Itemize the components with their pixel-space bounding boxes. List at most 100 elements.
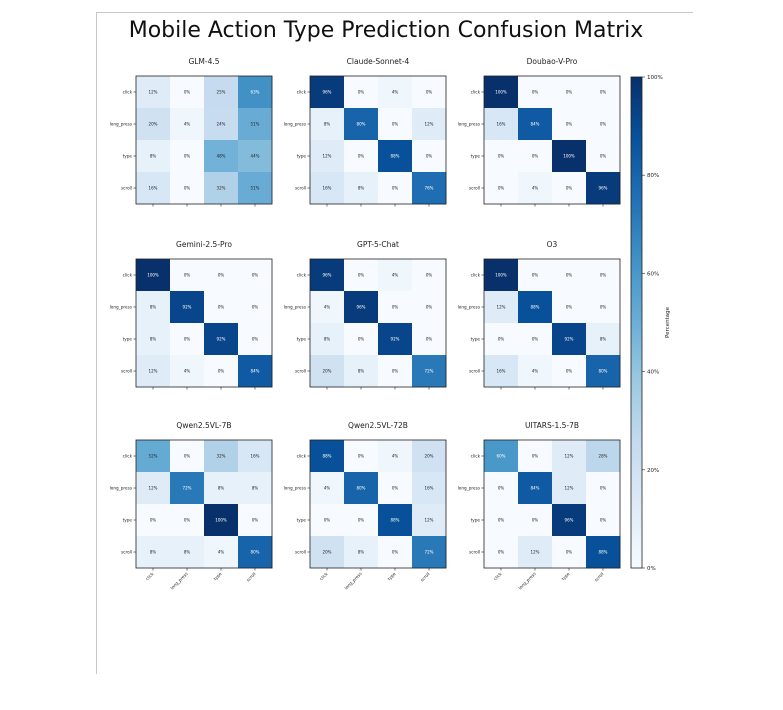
- heatmap-cell: [136, 259, 171, 292]
- cell-value-label: 92%: [183, 305, 192, 310]
- y-tick-label: type: [123, 518, 133, 523]
- heatmap-cell: [378, 291, 413, 324]
- y-tick-label: long_press: [458, 305, 480, 310]
- heatmap-cell: [310, 355, 345, 388]
- heatmap-cell: [238, 259, 273, 292]
- cell-value-label: 96%: [565, 518, 574, 523]
- y-tick-label: type: [297, 337, 307, 342]
- heatmap-cell: [412, 172, 447, 205]
- cell-value-label: 0%: [600, 486, 607, 491]
- heatmap-cell: [170, 440, 205, 473]
- heatmap-cell: [310, 440, 345, 473]
- cell-value-label: 92%: [217, 337, 226, 342]
- cell-value-label: 0%: [532, 273, 539, 278]
- heatmap-cell: [310, 323, 345, 356]
- heatmap-cell: [378, 140, 413, 173]
- heatmap-cell: [412, 259, 447, 292]
- cell-value-label: 100%: [563, 154, 575, 159]
- cell-value-label: 28%: [599, 454, 608, 459]
- figure-frame-left: [96, 12, 97, 674]
- heatmap-cell: [344, 472, 379, 505]
- y-tick-label: scroll: [121, 550, 132, 555]
- heatmap-cell: [378, 355, 413, 388]
- heatmap-cell: [586, 536, 621, 569]
- heatmap-cell: [484, 259, 519, 292]
- cell-value-label: 88%: [323, 454, 332, 459]
- y-tick-label: scroll: [469, 186, 480, 191]
- cell-value-label: 0%: [184, 454, 191, 459]
- cell-value-label: 72%: [425, 369, 434, 374]
- heatmap-cell: [344, 259, 379, 292]
- y-tick-label: click: [123, 273, 133, 278]
- heatmap-cell: [552, 108, 587, 141]
- y-tick-label: long_press: [284, 122, 306, 127]
- cell-value-label: 8%: [358, 186, 365, 191]
- heatmap-cell: [310, 472, 345, 505]
- heatmap-cell: [586, 259, 621, 292]
- heatmap-panel: GPT-5-Chat 96% 0% 4% 0% 4% 96% 0% 0% 8% 0% 92% 0% 20%…: [284, 240, 447, 390]
- cell-value-label: 100%: [147, 273, 159, 278]
- heatmap-cell: [412, 504, 447, 537]
- x-tick-label: click: [319, 571, 330, 582]
- heatmap-cell: [484, 536, 519, 569]
- panel-title: Doubao-V-Pro: [527, 57, 578, 66]
- heatmap-cell: [238, 536, 273, 569]
- heatmap-cell: [204, 472, 239, 505]
- cell-value-label: 8%: [358, 550, 365, 555]
- cell-value-label: 88%: [599, 550, 608, 555]
- heatmap-cell: [518, 472, 553, 505]
- heatmap-cell: [204, 291, 239, 324]
- cell-value-label: 0%: [358, 518, 365, 523]
- heatmap-panel: Claude-Sonnet-4 96% 0% 4% 0% 8% 80% 0% 12% 12% 0% 8…: [284, 57, 447, 207]
- cell-value-label: 0%: [566, 273, 573, 278]
- cell-value-label: 0%: [218, 369, 225, 374]
- cell-value-label: 8%: [324, 122, 331, 127]
- heatmap-cell: [310, 108, 345, 141]
- cell-value-label: 12%: [149, 369, 158, 374]
- cell-value-label: 20%: [149, 122, 158, 127]
- cell-value-label: 0%: [566, 305, 573, 310]
- cell-value-label: 8%: [358, 369, 365, 374]
- heatmap-cell: [378, 108, 413, 141]
- heatmap-cell: [552, 472, 587, 505]
- cell-value-label: 12%: [149, 90, 158, 95]
- heatmap-cell: [378, 504, 413, 537]
- cell-value-label: 12%: [565, 486, 574, 491]
- cell-value-label: 12%: [565, 454, 574, 459]
- heatmap-cell: [136, 108, 171, 141]
- cell-value-label: 16%: [425, 486, 434, 491]
- y-tick-label: click: [297, 454, 307, 459]
- y-tick-label: long_press: [284, 305, 306, 310]
- heatmap-cell: [518, 323, 553, 356]
- panel-title: GLM-4.5: [188, 57, 219, 66]
- cell-value-label: 4%: [218, 550, 225, 555]
- heatmap-cell: [378, 536, 413, 569]
- cell-value-label: 60%: [497, 454, 506, 459]
- cell-value-label: 16%: [497, 369, 506, 374]
- y-tick-label: long_press: [110, 486, 132, 491]
- y-tick-label: long_press: [458, 486, 480, 491]
- cell-value-label: 0%: [532, 454, 539, 459]
- panel-border: [135, 439, 273, 569]
- x-tick-label: type: [213, 571, 223, 581]
- x-tick-label: scroll: [593, 571, 604, 582]
- cell-value-label: 0%: [532, 154, 539, 159]
- heatmap-cell: [204, 172, 239, 205]
- cell-value-label: 96%: [323, 273, 332, 278]
- cell-value-label: 4%: [532, 369, 539, 374]
- panel-title: GPT-5-Chat: [357, 240, 399, 249]
- cell-value-label: 51%: [251, 122, 260, 127]
- colorbar-label: Percentage: [665, 306, 671, 338]
- heatmap-cell: [136, 504, 171, 537]
- y-tick-label: long_press: [110, 305, 132, 310]
- heatmap-cell: [310, 504, 345, 537]
- heatmap-cell: [238, 76, 273, 109]
- heatmap-cell: [136, 291, 171, 324]
- heatmap-cell: [484, 504, 519, 537]
- cell-value-label: 8%: [252, 486, 259, 491]
- cell-value-label: 0%: [426, 273, 433, 278]
- heatmap-cell: [204, 536, 239, 569]
- cell-value-label: 0%: [358, 337, 365, 342]
- panel-border: [483, 75, 621, 205]
